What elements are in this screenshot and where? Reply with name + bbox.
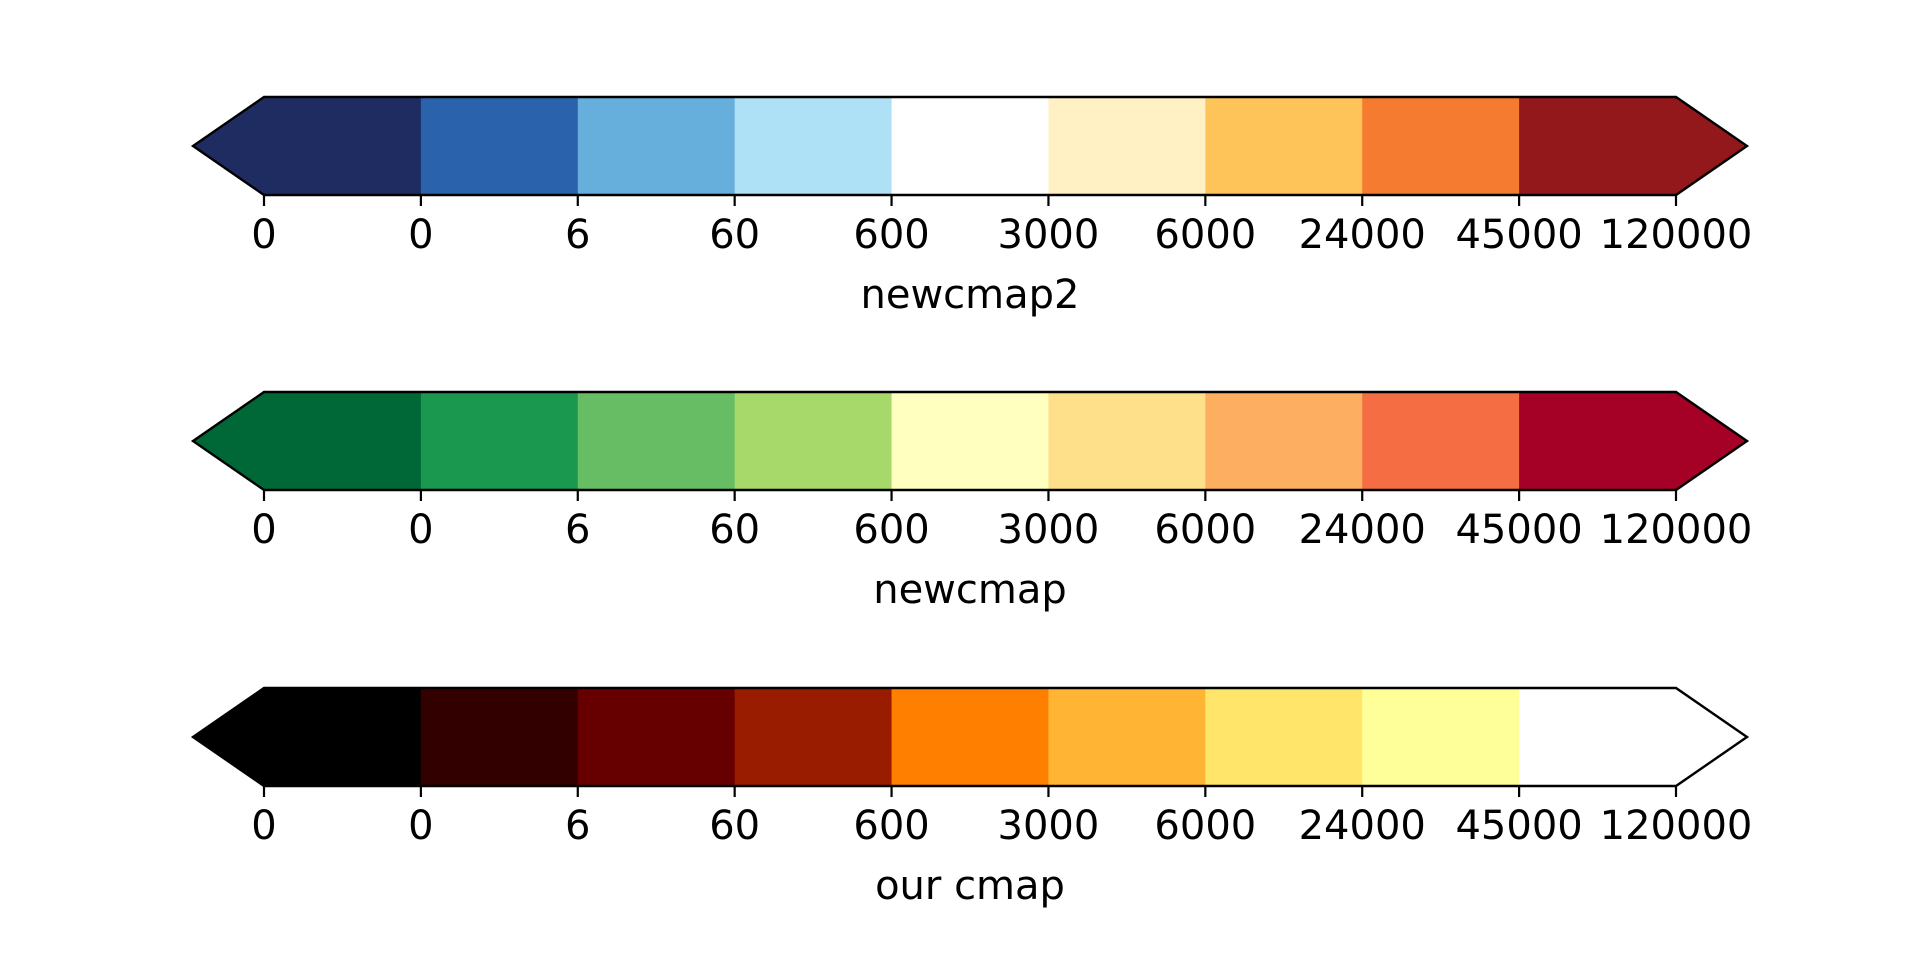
colorbar-tick-label: 0 — [408, 212, 433, 258]
colorbar-bin — [1362, 392, 1520, 490]
colorbar-tick-label: 6000 — [1154, 507, 1256, 553]
colorbar-tick-label: 60 — [709, 212, 760, 258]
colorbar-bin — [1519, 688, 1677, 786]
colorbar-extend-min — [193, 392, 264, 490]
colorbar-tick-label: 6000 — [1154, 212, 1256, 258]
colorbar-tick-label: 0 — [408, 803, 433, 849]
colorbar-bin — [1048, 97, 1206, 195]
colorbar-bin — [1519, 392, 1677, 490]
colorbar-bin — [420, 392, 579, 490]
colorbar-tick-label: 0 — [251, 803, 276, 849]
colorbar-bin — [734, 392, 893, 490]
colorbar-bin — [577, 97, 736, 195]
colorbar-tick-label: 0 — [408, 507, 433, 553]
colorbar-tick-label: 6000 — [1154, 803, 1256, 849]
colorbar-tick-label: 3000 — [998, 507, 1100, 553]
colorbar-bin — [891, 392, 1050, 490]
colorbar-tick-label: 0 — [251, 212, 276, 258]
colorbar-tick-label: 600 — [853, 803, 929, 849]
colorbar-tick-label: 6 — [565, 803, 590, 849]
colorbar-bin — [1362, 97, 1520, 195]
colorbar-tick-label: 24000 — [1299, 803, 1426, 849]
colorbar-extend-min — [193, 97, 264, 195]
colorbar-tick-label: 24000 — [1299, 212, 1426, 258]
colorbar-bin — [734, 97, 893, 195]
colorbar-tick-label: 45000 — [1455, 212, 1582, 258]
colorbar-1: 0 0 6 60 600 3000 6000 24000 45000 120000 newcmap2 — [190, 95, 1753, 318]
colorbar-bin — [420, 97, 579, 195]
colorbar-bin — [264, 392, 422, 490]
colorbar-bin — [1205, 392, 1363, 490]
colorbar-bin — [1205, 688, 1363, 786]
colorbar-bin — [577, 392, 736, 490]
colorbar-bin — [891, 97, 1050, 195]
colorbar-extend-max — [1676, 97, 1747, 195]
colorbar-tick-label: 3000 — [998, 803, 1100, 849]
colorbar-extend-max — [1676, 392, 1747, 490]
colorbar-tick-label: 120000 — [1600, 212, 1753, 258]
colorbar-extend-min — [193, 688, 264, 786]
colorbar-tick-label: 60 — [709, 803, 760, 849]
colorbar-bin — [264, 688, 422, 786]
colorbar-label: newcmap — [873, 567, 1067, 613]
colorbar-bin — [734, 688, 893, 786]
colorbar-tick-label: 24000 — [1299, 507, 1426, 553]
colorbar-bin — [891, 688, 1050, 786]
colorbar-tick-label: 600 — [853, 212, 929, 258]
colorbar-tick-label: 3000 — [998, 212, 1100, 258]
colorbar-bin — [1048, 392, 1206, 490]
colorbar-tick-label: 6 — [565, 212, 590, 258]
colorbar-bin — [577, 688, 736, 786]
colorbar-label: newcmap2 — [861, 272, 1080, 318]
colorbar-tick-label: 600 — [853, 507, 929, 553]
colorbar-tick-label: 0 — [251, 507, 276, 553]
colorbar-2: 0 0 6 60 600 3000 6000 24000 45000 120000 newcmap — [190, 390, 1753, 613]
colorbar-bin — [1205, 97, 1363, 195]
colorbar-bin — [1048, 688, 1206, 786]
colorbar-tick-label: 120000 — [1600, 507, 1753, 553]
colorbar-extend-max — [1676, 688, 1747, 786]
colorbar-tick-label: 45000 — [1455, 507, 1582, 553]
colorbar-label: our cmap — [875, 863, 1065, 909]
colorbar-3: 0 0 6 60 600 3000 6000 24000 45000 120000 our cmap — [190, 686, 1753, 909]
colorbar-tick-label: 120000 — [1600, 803, 1753, 849]
colorbar-bin — [264, 97, 422, 195]
colorbar-bin — [1362, 688, 1520, 786]
colorbar-tick-label: 6 — [565, 507, 590, 553]
colorbar-tick-label: 60 — [709, 507, 760, 553]
colorbar-tick-label: 45000 — [1455, 803, 1582, 849]
colorbar-bin — [1519, 97, 1677, 195]
colorbar-bin — [420, 688, 579, 786]
